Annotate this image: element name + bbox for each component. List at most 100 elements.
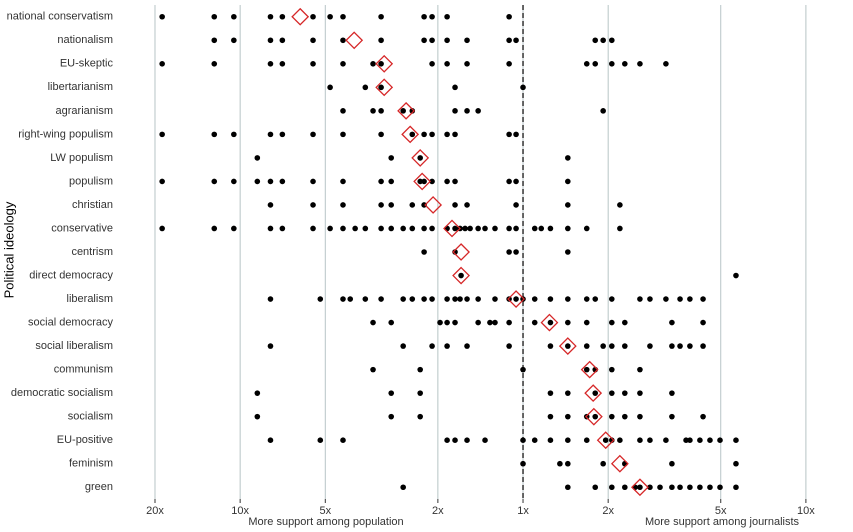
- dot: [267, 131, 274, 138]
- dot: [444, 296, 450, 302]
- dot: [475, 296, 481, 302]
- dot: [370, 366, 376, 373]
- dot: [452, 84, 458, 91]
- dot: [211, 225, 218, 232]
- dot: [429, 178, 435, 185]
- dot: [697, 437, 703, 443]
- dot: [482, 437, 488, 443]
- dot: [340, 178, 346, 185]
- dot: [565, 155, 571, 161]
- dot: [464, 37, 470, 44]
- dot: [421, 225, 427, 232]
- dot: [310, 61, 316, 67]
- mean-diamond: [540, 313, 559, 332]
- dot: [506, 131, 512, 138]
- dot: [231, 13, 237, 20]
- y-axis-title: Political ideology: [1, 201, 16, 298]
- dot: [462, 225, 468, 232]
- dot: [520, 296, 526, 302]
- dot: [717, 437, 723, 443]
- dot: [617, 225, 623, 232]
- dot: [565, 484, 571, 491]
- x-tick-label: 2x: [602, 505, 614, 517]
- dot: [513, 178, 519, 185]
- dot: [327, 13, 333, 20]
- y-tick-label: communism: [54, 364, 113, 376]
- dot: [687, 437, 693, 443]
- dot: [340, 61, 346, 67]
- dot: [409, 202, 416, 208]
- y-tick-label: national conservatism: [7, 11, 113, 23]
- mean-diamond: [401, 125, 420, 144]
- dot: [400, 484, 406, 491]
- dot: [602, 437, 609, 443]
- dot: [464, 296, 470, 302]
- dot: [429, 37, 435, 44]
- dot: [370, 61, 376, 67]
- dot: [622, 61, 628, 67]
- y-tick-label: centrism: [71, 246, 113, 258]
- dot: [409, 225, 416, 232]
- dot: [340, 108, 346, 114]
- dot: [565, 413, 571, 420]
- dot: [159, 178, 165, 185]
- dot: [647, 437, 653, 443]
- dot: [531, 437, 538, 443]
- dot: [254, 390, 261, 396]
- dot: [600, 460, 606, 467]
- dot: [513, 249, 519, 255]
- dot: [267, 13, 274, 20]
- dot: [340, 225, 346, 232]
- dot: [340, 296, 346, 302]
- dot: [700, 319, 706, 326]
- dot: [452, 296, 458, 302]
- dot: [327, 84, 333, 91]
- dot: [444, 13, 450, 20]
- dot: [657, 484, 663, 491]
- mean-diamond: [345, 31, 364, 50]
- dot: [452, 202, 458, 208]
- dot: [347, 296, 354, 302]
- dot: [531, 225, 538, 232]
- dot: [458, 272, 464, 279]
- dot: [565, 343, 571, 349]
- dot: [707, 484, 713, 491]
- y-tick-label: EU-skeptic: [60, 58, 114, 70]
- dot: [531, 319, 538, 326]
- dot: [520, 84, 526, 91]
- dot: [617, 202, 623, 208]
- dot: [687, 484, 693, 491]
- dot: [421, 296, 427, 302]
- dot: [417, 413, 423, 420]
- dot: [409, 296, 416, 302]
- dot: [159, 61, 165, 67]
- dot: [475, 319, 481, 326]
- dot: [565, 225, 571, 232]
- dot: [609, 484, 615, 491]
- dot: [520, 437, 526, 443]
- dot: [378, 13, 384, 20]
- dot: [647, 484, 653, 491]
- y-tick-label: christian: [72, 199, 113, 211]
- dot: [444, 37, 450, 44]
- dot: [378, 37, 384, 44]
- y-tick-label: feminism: [69, 458, 113, 470]
- dot: [669, 343, 675, 349]
- dot: [279, 13, 286, 20]
- dot: [609, 37, 615, 44]
- dot: [592, 37, 599, 44]
- dot: [565, 437, 571, 443]
- dot: [211, 178, 218, 185]
- dot: [327, 225, 333, 232]
- dot: [310, 37, 316, 44]
- dot: [317, 437, 324, 443]
- dot: [388, 390, 395, 396]
- dot: [211, 13, 218, 20]
- dot: [267, 37, 274, 44]
- dot: [506, 61, 512, 67]
- dot: [388, 225, 395, 232]
- dot: [429, 13, 435, 20]
- dot: [547, 225, 554, 232]
- dot: [677, 484, 683, 491]
- dot: [637, 390, 643, 396]
